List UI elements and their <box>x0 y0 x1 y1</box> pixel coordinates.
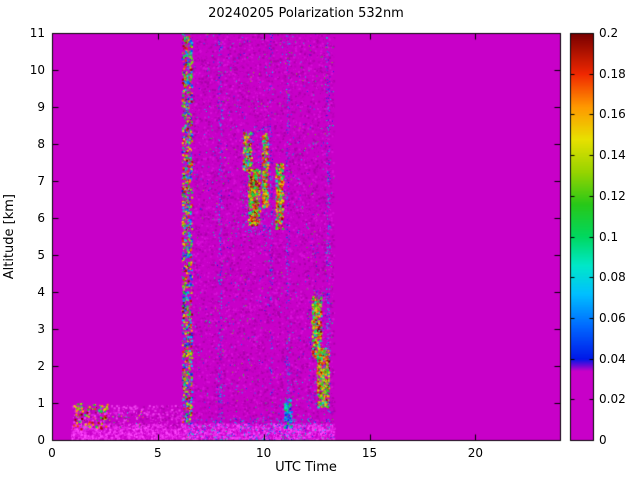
y-tick-label: 0 <box>37 433 45 447</box>
y-axis-label-wrap: Altitude [km] <box>2 33 17 440</box>
x-tick-label: 15 <box>361 446 378 460</box>
x-axis-label: UTC Time <box>275 460 337 475</box>
y-tick-label: 1 <box>37 396 45 410</box>
x-tick-label: 0 <box>48 446 56 460</box>
colorbar-tick-label: 0.12 <box>599 188 626 203</box>
colorbar-tick-label: 0.02 <box>599 392 626 407</box>
x-tick-label: 20 <box>467 446 483 460</box>
colorbar-tick-label: 0 <box>599 433 607 447</box>
y-axis-label: Altitude [km] <box>2 193 17 280</box>
x-tick-label: 5 <box>154 446 162 460</box>
colorbar-tick-label: 0.14 <box>599 148 626 163</box>
colorbar-tick-label: 0.1 <box>599 229 619 244</box>
y-tick-label: 10 <box>29 63 45 77</box>
colorbar-tick-label: 0.04 <box>599 351 626 366</box>
y-tick-label: 3 <box>37 322 45 336</box>
y-tick-label: 8 <box>37 137 45 151</box>
y-tick-label: 4 <box>37 285 45 299</box>
colorbar-tick-label: 0.06 <box>599 310 626 325</box>
y-tick-label: 11 <box>29 26 45 40</box>
chart-title: 20240205 Polarization 532nm <box>208 6 404 21</box>
y-tick-label: 2 <box>37 359 45 373</box>
colorbar-tick-label: 0.18 <box>599 66 626 81</box>
colorbar-tick-label: 0.16 <box>599 107 626 122</box>
y-tick-label: 9 <box>37 100 45 114</box>
colorbar-tick-label: 0.2 <box>599 26 619 40</box>
y-tick-label: 5 <box>37 248 45 262</box>
y-tick-label: 6 <box>37 211 45 225</box>
x-tick-label: 10 <box>256 446 272 460</box>
colorbar-tick-label: 0.08 <box>599 270 626 285</box>
y-tick-label: 7 <box>37 174 45 188</box>
